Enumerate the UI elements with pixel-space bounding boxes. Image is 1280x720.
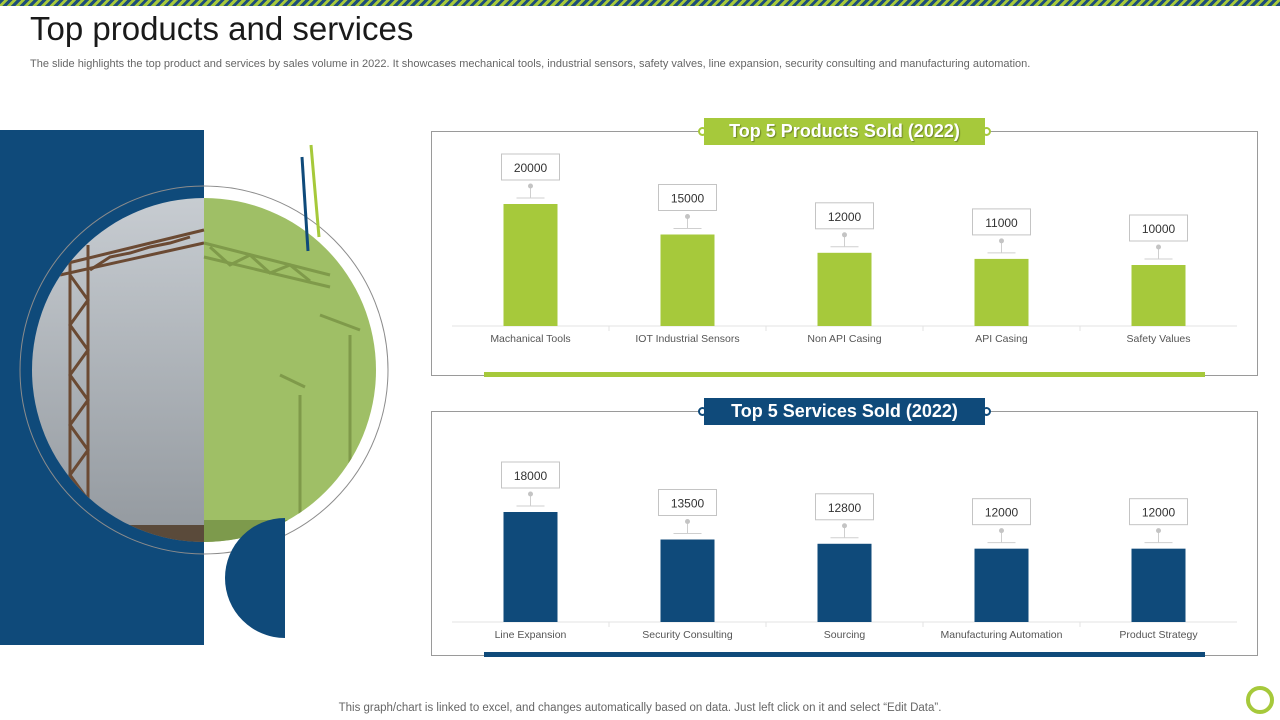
- products-underline-bar: [484, 372, 1205, 377]
- category-label: Manufacturing Automation: [941, 629, 1063, 641]
- bar: [817, 543, 872, 622]
- services-underline-bar: [484, 652, 1205, 657]
- data-label: 11000: [985, 216, 1018, 230]
- blue-half-circle: [225, 518, 285, 638]
- services-bar-chart: 18000 Line Expansion 13500 Security Consult…: [452, 461, 1237, 641]
- callout-dot: [999, 238, 1004, 244]
- data-label-box: [1129, 214, 1188, 242]
- data-label-box: [658, 489, 717, 516]
- products-bar-chart: 20000 Machanical Tools 15000 IOT Industrial…: [452, 153, 1237, 345]
- decorative-photo-graphic: [0, 130, 389, 645]
- bar: [503, 204, 558, 326]
- data-label: 10000: [1142, 222, 1176, 236]
- data-label: 12000: [985, 506, 1019, 520]
- data-label-box: [972, 498, 1031, 526]
- photo-outline-ring: [19, 185, 389, 555]
- data-label-box: [815, 202, 874, 230]
- data-label: 12800: [828, 501, 862, 515]
- callout-dot: [685, 214, 690, 219]
- category-label: Product Strategy: [1119, 629, 1198, 641]
- data-label: 15000: [671, 192, 705, 206]
- category-label: Safety Values: [1126, 333, 1190, 345]
- bar: [974, 548, 1029, 622]
- corner-ring-icon: [1246, 686, 1274, 714]
- callout-dot: [842, 232, 847, 238]
- bar: [503, 512, 558, 622]
- footer-note: This graph/chart is linked to excel, and…: [338, 702, 942, 714]
- callout-dot: [1156, 528, 1161, 534]
- bar: [974, 258, 1029, 326]
- callout-dot: [528, 491, 533, 497]
- callout-dot: [842, 523, 847, 529]
- data-label: 18000: [514, 469, 548, 483]
- data-label-box: [501, 461, 560, 489]
- callout-dot: [685, 519, 690, 524]
- data-label-box: [1129, 498, 1188, 526]
- page-subtitle: The slide highlights the top product and…: [30, 58, 1031, 70]
- data-label-box: [501, 153, 560, 181]
- category-label: Security Consulting: [642, 629, 733, 641]
- data-label-box: [972, 208, 1031, 236]
- bar: [1131, 548, 1186, 622]
- callout-dot: [528, 183, 533, 189]
- category-label: API Casing: [975, 333, 1028, 345]
- bar: [817, 252, 872, 326]
- callout-dot: [999, 528, 1004, 534]
- top-decorative-stripe: [0, 0, 1280, 6]
- category-label: Line Expansion: [495, 629, 567, 641]
- category-label: IOT Industrial Sensors: [635, 333, 739, 345]
- category-label: Non API Casing: [807, 333, 881, 345]
- deco-line-blue: [300, 156, 310, 252]
- data-label: 12000: [828, 210, 862, 224]
- page-title: Top products and services: [30, 10, 414, 47]
- data-label: 20000: [514, 161, 548, 175]
- services-chart-title: Top 5 Services Sold (2022): [704, 398, 985, 425]
- callout-dot: [1156, 244, 1161, 250]
- category-label: Sourcing: [824, 629, 866, 641]
- deco-line-green: [309, 144, 321, 238]
- data-label: 13500: [671, 497, 705, 511]
- bar: [1131, 265, 1186, 326]
- bar: [660, 234, 715, 326]
- data-label-box: [658, 184, 717, 211]
- category-label: Machanical Tools: [490, 333, 570, 345]
- data-label-box: [815, 493, 874, 521]
- products-chart-title: Top 5 Products Sold (2022): [704, 118, 985, 145]
- data-label: 12000: [1142, 506, 1176, 520]
- bar: [660, 539, 715, 622]
